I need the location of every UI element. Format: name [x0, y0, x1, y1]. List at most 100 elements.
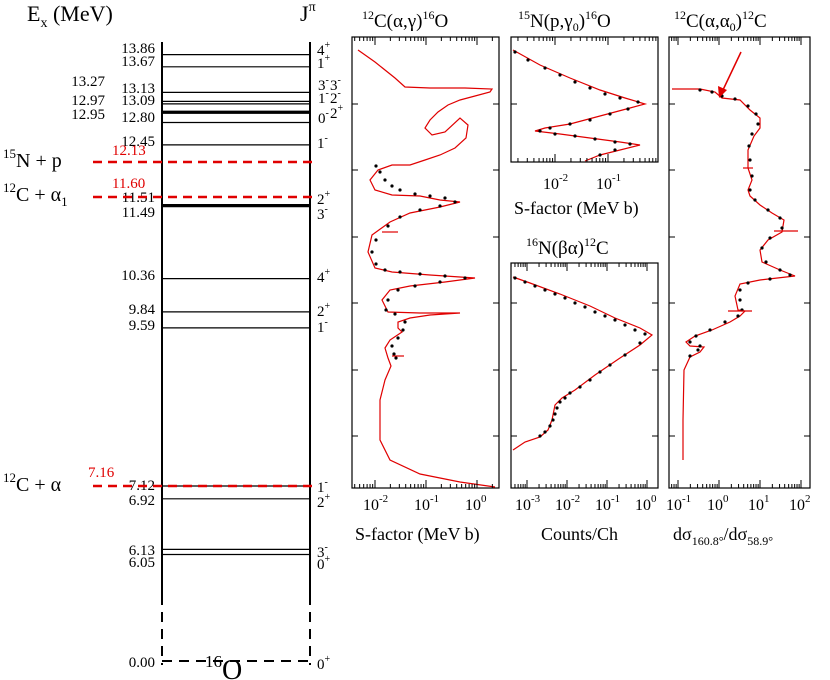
panel-capture-yticks	[352, 103, 499, 437]
data-point	[738, 288, 742, 292]
level-jpi-label: 4+	[317, 267, 331, 286]
level-jpi-j: 2	[330, 91, 338, 107]
data-point	[738, 298, 742, 302]
data-point	[394, 356, 398, 360]
proton-data-points	[513, 50, 640, 157]
xtick-label: 10-2	[555, 493, 580, 514]
threshold-reaction: C + α	[16, 184, 62, 206]
level-jpi-label: 1-	[317, 317, 328, 336]
data-point	[753, 198, 757, 202]
threshold-reaction-label: 12C + α	[3, 470, 62, 496]
data-point	[453, 200, 457, 204]
xtick-label: 10-2	[543, 172, 568, 193]
level-jpi-parity: +	[325, 492, 331, 503]
data-point	[628, 142, 632, 146]
data-point	[413, 192, 417, 196]
level-jpi-j: 1	[317, 56, 325, 72]
scattering-data-points	[688, 88, 798, 358]
data-point	[626, 107, 630, 111]
level-jpi-label: 1-	[318, 88, 329, 107]
data-point	[766, 208, 770, 212]
data-point	[764, 260, 768, 264]
threshold-reaction: N + p	[16, 150, 62, 172]
data-point	[747, 144, 751, 148]
data-point	[748, 188, 752, 192]
xtick-base: 10	[748, 497, 764, 514]
data-point	[543, 66, 547, 70]
xtick-label: 100	[707, 493, 729, 514]
data-point	[393, 312, 397, 316]
level-energy-label: 6.05	[129, 555, 155, 571]
xtick-exponent: 2	[805, 493, 811, 505]
level-jpi-label: 2+	[330, 103, 344, 122]
level-jpi-label: 4+	[317, 40, 331, 59]
data-point	[438, 280, 442, 284]
panel-scattering-xlabel: dσ160.8°/dσ58.9°	[673, 524, 773, 548]
data-point	[548, 126, 552, 130]
panel-capture-frame	[351, 36, 500, 489]
panel-capture-xlabel: S-factor (MeV b)	[355, 524, 480, 545]
level-jpi-j: 3	[318, 78, 326, 94]
xtick-exponent: 0	[651, 493, 657, 505]
level-energy-label: 13.27	[71, 74, 105, 90]
data-point	[733, 97, 737, 101]
panel-proton-title: 15N(p,γ0)16O	[518, 8, 611, 34]
data-point	[778, 216, 782, 220]
threshold-mass: 12	[3, 470, 16, 485]
xtick-base: 10	[543, 176, 559, 193]
data-point	[398, 188, 402, 192]
level-jpi-parity: -	[325, 317, 328, 328]
xtick-base: 10	[414, 497, 430, 514]
data-point	[768, 277, 772, 281]
data-point	[578, 385, 582, 389]
data-point	[384, 308, 388, 312]
level-jpi-label: 0-	[318, 108, 329, 127]
data-point	[553, 132, 557, 136]
level-jpi-label: 2+	[317, 301, 331, 320]
data-point	[593, 310, 597, 314]
level-jpi-j: 1	[317, 480, 325, 496]
xtick-exponent: -1	[611, 493, 620, 505]
data-point	[513, 276, 517, 280]
data-point	[551, 418, 555, 422]
data-point	[553, 412, 557, 416]
data-point	[608, 363, 612, 367]
xtick-label: 100	[465, 493, 487, 514]
data-point	[613, 140, 617, 144]
level-jpi-parity: +	[325, 53, 331, 64]
data-point	[573, 134, 577, 138]
data-point	[543, 430, 547, 434]
xtick-label: 10-1	[596, 172, 621, 193]
threshold-reaction-label: 12C + α1	[3, 180, 68, 209]
level-jpi-parity: +	[325, 654, 331, 665]
panel-scattering-frame	[668, 36, 811, 489]
level-jpi-parity: -	[325, 542, 328, 553]
data-point	[603, 314, 607, 318]
panel-beta: 16N(βα)12C 10-3 10-2 10-1 100 Counts/Ch	[510, 235, 659, 544]
level-jpi-j: 2	[317, 192, 325, 208]
xtick-label: 10-1	[414, 493, 439, 514]
level-energy-label: 0.00	[129, 655, 155, 671]
data-point	[694, 334, 698, 338]
data-point	[568, 391, 572, 395]
level-jpi-parity: +	[325, 554, 331, 565]
xtick-label: 102	[789, 493, 811, 514]
data-point	[583, 305, 587, 309]
xtick-label: 100	[635, 493, 657, 514]
level-jpi-j: 0	[318, 111, 326, 127]
data-point	[778, 268, 782, 272]
xtick-label: 10-3	[515, 493, 541, 514]
data-point	[555, 406, 559, 410]
level-jpi-parity: -	[325, 133, 328, 144]
beta-data-points	[513, 276, 647, 438]
data-point	[746, 104, 750, 108]
level-energy-label: 13.86	[121, 41, 155, 57]
data-point	[756, 122, 760, 126]
level-jpi-j: 2	[317, 304, 325, 320]
xtick-exponent: 1	[764, 493, 770, 505]
xtick-base: 10	[666, 497, 682, 514]
panel-capture-title: 12C(α,γ)16O	[362, 8, 448, 32]
panel-beta-xlabel: Counts/Ch	[541, 524, 618, 544]
data-point	[526, 58, 530, 62]
